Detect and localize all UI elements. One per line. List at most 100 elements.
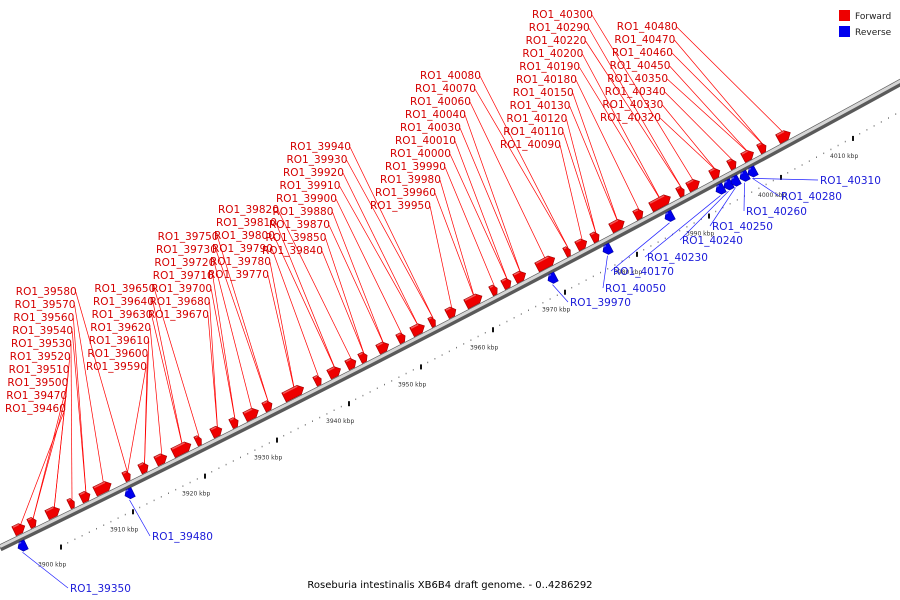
leader-line [152, 301, 184, 449]
forward-gene [357, 351, 368, 364]
scale-minor-tick [794, 168, 796, 170]
reverse-gene [729, 174, 742, 187]
scale-minor-tick [175, 488, 177, 491]
leader-line [149, 327, 163, 457]
leader-line [588, 27, 682, 189]
gene-label-forward: RO1_40220 [526, 35, 587, 47]
gene-label-forward: RO1_40300 [532, 9, 593, 21]
scale-minor-tick [650, 245, 652, 247]
scale-minor-tick [765, 183, 767, 186]
scale-minor-tick [369, 391, 371, 393]
leader-line [572, 92, 619, 224]
reverse-gene [16, 539, 29, 552]
scale-tick [852, 135, 854, 141]
scale-tick [636, 251, 638, 257]
scale-label: 3930 kbp [254, 455, 282, 462]
gene-label-forward: RO1_39780 [210, 256, 271, 268]
forward-gene [488, 284, 498, 297]
gene-label-forward: RO1_40120 [506, 113, 567, 125]
scale-minor-tick [715, 210, 717, 213]
forward-gene [312, 375, 322, 387]
scale-minor-tick [556, 294, 558, 296]
scale-tick [276, 437, 278, 443]
scale-minor-tick [859, 133, 861, 135]
scale-minor-tick [816, 156, 817, 158]
scale-minor-tick [434, 358, 436, 360]
gene-label-forward: RO1_40010 [395, 135, 456, 147]
scale-minor-tick [837, 144, 839, 147]
scale-label: 3920 kbp [182, 491, 210, 498]
leader-line [269, 261, 296, 393]
gene-label-forward: RO1_39910 [280, 180, 341, 192]
forward-gene [228, 417, 239, 430]
forward-gene [209, 425, 223, 439]
forward-gene [675, 186, 685, 198]
leader-line [267, 274, 296, 393]
forward-gene [756, 142, 767, 155]
leader-line [669, 65, 750, 154]
leader-line [459, 127, 522, 275]
scale-minor-tick [456, 346, 457, 349]
forward-gene [512, 270, 527, 284]
scale-minor-tick [290, 431, 292, 433]
scale-minor-tick [607, 268, 609, 270]
leader-line-reverse [679, 191, 729, 241]
leader-line [591, 14, 695, 183]
scale-tick [564, 289, 566, 295]
gene-label-forward: RO1_39600 [87, 348, 148, 360]
forward-gene [193, 435, 202, 447]
gene-label-forward: RO1_39960 [375, 187, 436, 199]
forward-gene [726, 158, 737, 171]
leader-line-reverse [709, 187, 736, 227]
scale-tick [780, 174, 782, 180]
figure-caption: Roseburia intestinalis XB6B4 draft genom… [307, 580, 592, 591]
leader-line [275, 222, 336, 370]
gene-label-forward: RO1_40320 [600, 112, 661, 124]
scale-minor-tick [326, 413, 328, 415]
leader-line [154, 288, 200, 437]
forward-gene [685, 179, 700, 193]
legend: Forward Reverse [839, 10, 892, 38]
leader-line [578, 66, 663, 203]
scale-minor-tick [398, 376, 400, 378]
gene-label-forward: RO1_39560 [13, 312, 74, 324]
scale-minor-tick [758, 187, 760, 190]
leader-line [277, 209, 353, 361]
forward-gene [26, 516, 37, 529]
scale-minor-tick [139, 506, 141, 509]
scale-minor-tick [247, 453, 249, 455]
gene-label-forward: RO1_39770 [208, 269, 269, 281]
scale-minor-tick [312, 420, 313, 422]
reverse-gene [738, 169, 751, 182]
scale-minor-tick [405, 372, 407, 375]
scale-minor-tick [571, 286, 573, 289]
forward-gene [608, 219, 625, 234]
gene-label-forward: RO1_40030 [400, 122, 461, 134]
gene-label-forward: RO1_40110 [503, 126, 564, 138]
gene-label-forward: RO1_40130 [510, 100, 571, 112]
forward-gene [444, 306, 457, 320]
reverse-gene [714, 182, 727, 195]
gene-label-forward: RO1_39870 [269, 219, 330, 231]
forward-gene [92, 481, 112, 497]
forward-gene [281, 385, 305, 403]
scale-minor-tick [391, 380, 393, 382]
gene-label-reverse: RO1_39970 [570, 297, 631, 309]
leader-line [32, 382, 68, 520]
reverse-gene [546, 271, 559, 284]
scale-minor-tick [463, 343, 465, 345]
forward-gene [395, 332, 406, 345]
gene-label-reverse: RO1_40260 [746, 206, 807, 218]
leader-line [127, 366, 147, 473]
scale-minor-tick [535, 305, 537, 308]
leader-line [212, 275, 236, 420]
backbone-highlight [0, 79, 900, 548]
leader-line-reverse [644, 195, 721, 258]
scale-minor-tick [81, 535, 83, 537]
scale-label: 3900 kbp [38, 562, 66, 569]
scale-minor-tick [528, 309, 529, 312]
scale-minor-tick [600, 271, 601, 274]
scale-tick [492, 327, 494, 333]
gene-label-forward: RO1_39850 [266, 232, 327, 244]
scale-minor-tick [340, 405, 342, 408]
